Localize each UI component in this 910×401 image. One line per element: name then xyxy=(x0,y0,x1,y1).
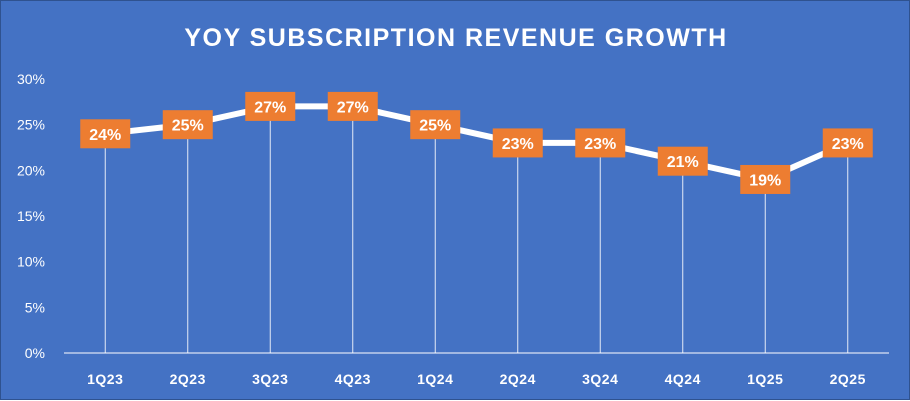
data-label-box xyxy=(822,128,873,158)
data-label: 23% xyxy=(832,136,864,153)
x-tick-label: 2Q23 xyxy=(170,371,206,387)
drop-lines xyxy=(104,106,849,353)
chart-title: YOY SUBSCRIPTION REVENUE GROWTH xyxy=(184,24,727,52)
data-point: 21% xyxy=(657,146,708,176)
x-tick-label: 2Q24 xyxy=(500,371,536,387)
y-tick-label: 0% xyxy=(25,345,45,361)
data-point: 23% xyxy=(492,128,543,158)
x-tick-label: 4Q24 xyxy=(665,371,701,387)
data-label: 27% xyxy=(337,99,369,116)
y-tick-label: 10% xyxy=(17,254,45,270)
y-tick-label: 20% xyxy=(17,162,45,178)
x-axis: 1Q23 2Q23 3Q23 4Q23 1Q24 2Q24 3Q24 4Q24 1Q25 2Q25 xyxy=(64,352,889,387)
data-label-box xyxy=(327,91,378,121)
data-label: 19% xyxy=(749,172,781,189)
data-label: 27% xyxy=(254,99,286,116)
x-tick-label: 3Q23 xyxy=(252,371,288,387)
data-label-box xyxy=(80,119,131,149)
data-label: 25% xyxy=(172,118,204,135)
data-label: 25% xyxy=(419,118,451,135)
data-point: 24% xyxy=(80,119,131,149)
data-label-box xyxy=(657,146,708,176)
data-label: 23% xyxy=(584,136,616,153)
data-point: 19% xyxy=(740,164,791,194)
x-tick-label: 1Q24 xyxy=(417,371,453,387)
data-label-box xyxy=(410,110,461,140)
x-tick-label: 1Q23 xyxy=(87,371,123,387)
data-point: 25% xyxy=(162,110,213,140)
y-tick-label: 30% xyxy=(17,71,45,87)
data-label: 21% xyxy=(667,154,699,171)
data-point: 23% xyxy=(822,128,873,158)
data-labels: 24% 25% 27% 27% 25% 23% 23% 21% 19% 23% xyxy=(80,91,873,194)
series-line xyxy=(102,103,851,183)
data-label-box xyxy=(740,164,791,194)
data-label-box xyxy=(162,110,213,140)
y-tick-label: 25% xyxy=(17,117,45,133)
data-label-box xyxy=(575,128,626,158)
data-point: 25% xyxy=(410,110,461,140)
y-tick-label: 5% xyxy=(25,299,45,315)
x-tick-label: 1Q25 xyxy=(747,371,783,387)
series-layer xyxy=(102,103,851,183)
data-label: 24% xyxy=(89,127,121,144)
y-axis: 0% 5% 10% 15% 20% 25% 30% xyxy=(17,71,45,361)
data-point: 27% xyxy=(245,91,296,121)
x-tick-label: 3Q24 xyxy=(582,371,618,387)
x-tick-label: 2Q25 xyxy=(830,371,866,387)
y-tick-label: 15% xyxy=(17,208,45,224)
data-point: 27% xyxy=(327,91,378,121)
data-label-box xyxy=(245,91,296,121)
data-point: 23% xyxy=(575,128,626,158)
data-label: 23% xyxy=(502,136,534,153)
x-tick-label: 4Q23 xyxy=(335,371,371,387)
data-label-box xyxy=(492,128,543,158)
